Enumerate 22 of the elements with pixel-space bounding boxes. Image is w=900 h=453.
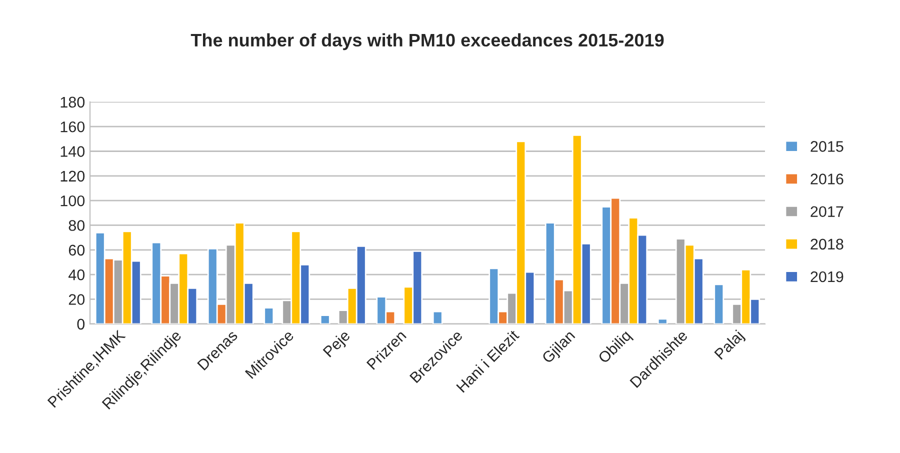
bar — [432, 310, 443, 324]
x-tick-label: Peje — [322, 329, 353, 360]
y-tick-label: 80 — [68, 220, 85, 231]
legend-label: 2017 — [810, 206, 844, 218]
y-tick-label: 100 — [60, 195, 85, 206]
y-tick-label: 140 — [60, 146, 85, 157]
y-tick-label: 160 — [60, 121, 85, 132]
y-tick-label: 60 — [68, 244, 85, 256]
bar — [714, 284, 724, 324]
y-tick-label: 120 — [60, 170, 85, 182]
bar — [320, 314, 330, 324]
y-tick-label: 0 — [77, 318, 85, 330]
y-tick-label: 40 — [68, 269, 85, 280]
legend-label: 2015 — [810, 141, 844, 152]
legend-label: 2016 — [810, 174, 844, 184]
bar — [264, 307, 274, 324]
legend-label: 2019 — [810, 271, 844, 282]
bar — [657, 318, 668, 324]
legend-label: 2018 — [810, 238, 844, 250]
chart-title: The number of days with PM10 exceedances 2015-2019 — [190, 33, 664, 50]
y-tick-label: 20 — [68, 294, 85, 305]
y-tick-label: 180 — [60, 96, 85, 108]
